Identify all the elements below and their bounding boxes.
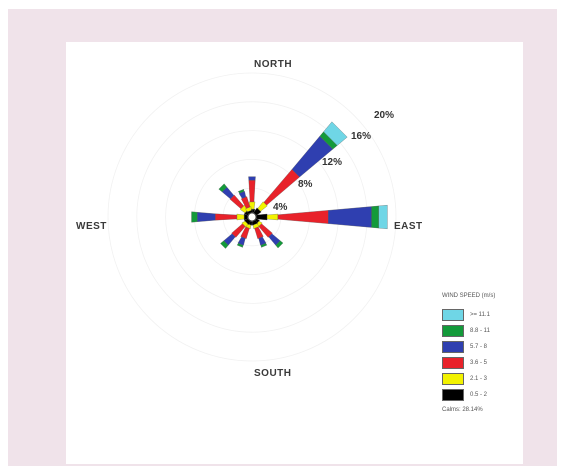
petal-3-bin-4 — [275, 240, 284, 249]
ring-label-20: 20% — [374, 110, 395, 121]
petal-8-bin-4 — [218, 183, 228, 193]
petal-4-bin-2 — [254, 226, 264, 239]
petal-9-bin-4 — [237, 189, 245, 194]
legend-title: WIND SPEED (m/s) — [442, 293, 496, 299]
west-label: WEST — [76, 221, 107, 232]
petal-9-bin-2 — [241, 196, 251, 209]
center-calm-dot — [247, 212, 257, 222]
legend-swatch — [442, 357, 464, 369]
petal-8-bin-2 — [229, 194, 244, 209]
petal-0-bin-2 — [248, 180, 256, 203]
ring-label-12: 12% — [322, 157, 343, 168]
legend-swatch — [442, 325, 464, 337]
petal-3-bin-2 — [258, 223, 273, 238]
petal-7-bin-2 — [215, 213, 238, 221]
petal-1-bin-1 — [257, 201, 268, 212]
legend-item: 8.8 - 11 — [442, 323, 514, 339]
petal-1-bin-2 — [263, 169, 300, 206]
calms-label: Calms: 28.14% — [442, 407, 483, 413]
legend-swatch — [442, 373, 464, 385]
legend-swatch — [442, 341, 464, 353]
petal-4-bin-1 — [253, 223, 260, 230]
petal-7-bin-4 — [191, 211, 198, 223]
legend-label: 5.7 - 8 — [470, 344, 488, 350]
legend-item: 3.6 - 5 — [442, 355, 514, 371]
legend-item: >= 11.1 — [442, 307, 514, 323]
petal-9-bin-1 — [245, 206, 252, 212]
chart-panel: NORTH SOUTH EAST WEST 4% 8% 12% 16% 20% … — [66, 42, 523, 464]
legend-item: 0.5 - 2 — [442, 387, 514, 403]
east-label: EAST — [394, 221, 423, 232]
ring-label-8: 8% — [298, 179, 313, 190]
petal-6-bin-4 — [220, 240, 229, 249]
petal-2-bin-3 — [328, 206, 372, 228]
ring-label-4: 4% — [273, 202, 288, 213]
ring-label-16: 16% — [351, 131, 372, 142]
petal-0-bin-3 — [248, 176, 256, 181]
petal-2-bin-4 — [371, 205, 379, 229]
petal-5-bin-2 — [240, 226, 250, 239]
legend-label: 0.5 - 2 — [470, 392, 488, 398]
petal-4-bin-3 — [258, 236, 267, 246]
petal-1-bin-5 — [323, 121, 348, 146]
petal-7-bin-1 — [236, 213, 245, 221]
legend-label: 3.6 - 5 — [470, 360, 488, 366]
petal-5-bin-4 — [236, 243, 244, 248]
petal-2-bin-1 — [266, 213, 279, 221]
wind-rose-chart — [107, 72, 397, 362]
petal-6-bin-2 — [231, 223, 246, 238]
legend-item: 2.1 - 3 — [442, 371, 514, 387]
legend-swatch — [442, 309, 464, 321]
petal-9-bin-3 — [238, 191, 247, 199]
petal-5-bin-3 — [237, 236, 246, 246]
legend-swatch — [442, 389, 464, 401]
legend-item: 5.7 - 8 — [442, 339, 514, 355]
petal-2-bin-0 — [256, 213, 268, 221]
legend: WIND SPEED (m/s) >= 11.1 8.8 - 11 5.7 - 8 3… — [442, 292, 514, 413]
legend-label: >= 11.1 — [470, 312, 490, 318]
north-label: NORTH — [254, 59, 293, 70]
figure-frame: NORTH SOUTH EAST WEST 4% 8% 12% 16% 20% … — [8, 9, 557, 466]
legend-label: 2.1 - 3 — [470, 376, 488, 382]
petal-7-bin-3 — [197, 212, 216, 222]
ring-20 — [107, 72, 397, 362]
legend-label: 8.8 - 11 — [470, 328, 490, 334]
petal-6-bin-1 — [241, 220, 249, 228]
petal-4-bin-4 — [260, 243, 268, 248]
petal-2-bin-5 — [378, 204, 388, 230]
south-label: SOUTH — [254, 368, 292, 379]
